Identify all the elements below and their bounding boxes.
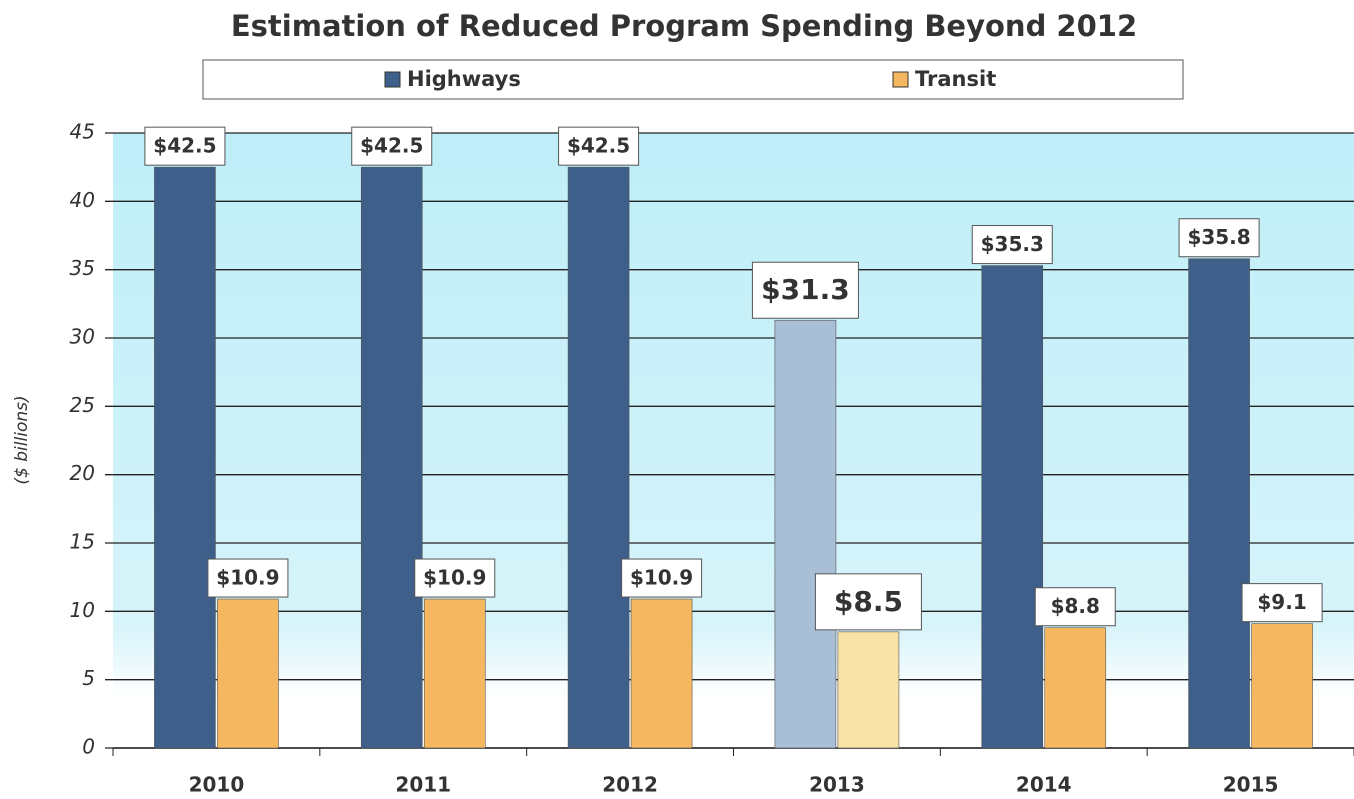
y-tick-label: 15: [70, 530, 95, 554]
y-tick-label: 20: [70, 461, 95, 485]
data-label: $42.5: [360, 134, 423, 158]
bar: [837, 631, 900, 749]
data-label-box: [621, 558, 703, 598]
legend-box: [202, 59, 1184, 100]
plot-background: [113, 133, 1354, 748]
bar: [630, 598, 693, 749]
data-label: $8.8: [1051, 594, 1100, 618]
x-tick-label: 2010: [189, 773, 245, 797]
data-label: $10.9: [216, 566, 279, 590]
data-label: $42.5: [567, 134, 630, 158]
data-label-box: [414, 558, 496, 598]
data-label-box: [1178, 218, 1260, 258]
bar: [423, 598, 486, 749]
legend-swatch: [384, 71, 401, 88]
bar: [567, 166, 630, 749]
x-tick-label: 2011: [395, 773, 451, 797]
y-tick-label: 0: [82, 735, 95, 759]
data-label: $35.8: [1187, 225, 1250, 249]
data-label-box: [144, 126, 226, 166]
data-label: $10.9: [423, 566, 486, 590]
data-label-box: [814, 573, 922, 631]
data-label: $42.5: [153, 134, 216, 158]
data-label: $8.5: [834, 585, 903, 618]
bar: [360, 166, 423, 749]
bar: [981, 265, 1044, 749]
y-tick-label: 5: [82, 666, 95, 690]
bar: [1188, 258, 1250, 749]
data-label: $31.3: [761, 273, 850, 306]
x-tick-label: 2014: [1016, 773, 1072, 797]
data-label-box: [1034, 587, 1116, 627]
data-label-box: [971, 225, 1053, 265]
y-tick-label: 35: [70, 256, 95, 280]
legend-swatch: [892, 71, 909, 88]
data-label-box: [1241, 583, 1323, 623]
data-label-box: [207, 558, 289, 598]
data-label-box: [751, 261, 859, 319]
y-tick-label: 40: [70, 188, 95, 212]
data-label: $10.9: [630, 566, 693, 590]
bar: [774, 319, 837, 749]
chart-title: Estimation of Reduced Program Spending B…: [231, 9, 1137, 43]
legend-label: Highways: [407, 67, 521, 91]
bar: [217, 598, 279, 749]
y-tick-label: 10: [70, 598, 95, 622]
bar: [154, 166, 216, 749]
y-tick-label: 45: [70, 120, 95, 144]
bar: [1251, 623, 1313, 749]
x-tick-label: 2013: [809, 773, 865, 797]
bar: [1044, 627, 1107, 749]
data-label-box: [351, 126, 433, 166]
y-tick-label: 30: [70, 325, 95, 349]
legend-label: Transit: [915, 67, 996, 91]
x-tick-label: 2012: [602, 773, 658, 797]
data-label-box: [558, 126, 640, 166]
data-label: $9.1: [1257, 590, 1306, 614]
y-axis-label: ($ billions): [12, 395, 32, 484]
x-tick-label: 2015: [1223, 773, 1279, 797]
data-label: $35.3: [981, 232, 1044, 256]
y-tick-label: 25: [70, 393, 95, 417]
